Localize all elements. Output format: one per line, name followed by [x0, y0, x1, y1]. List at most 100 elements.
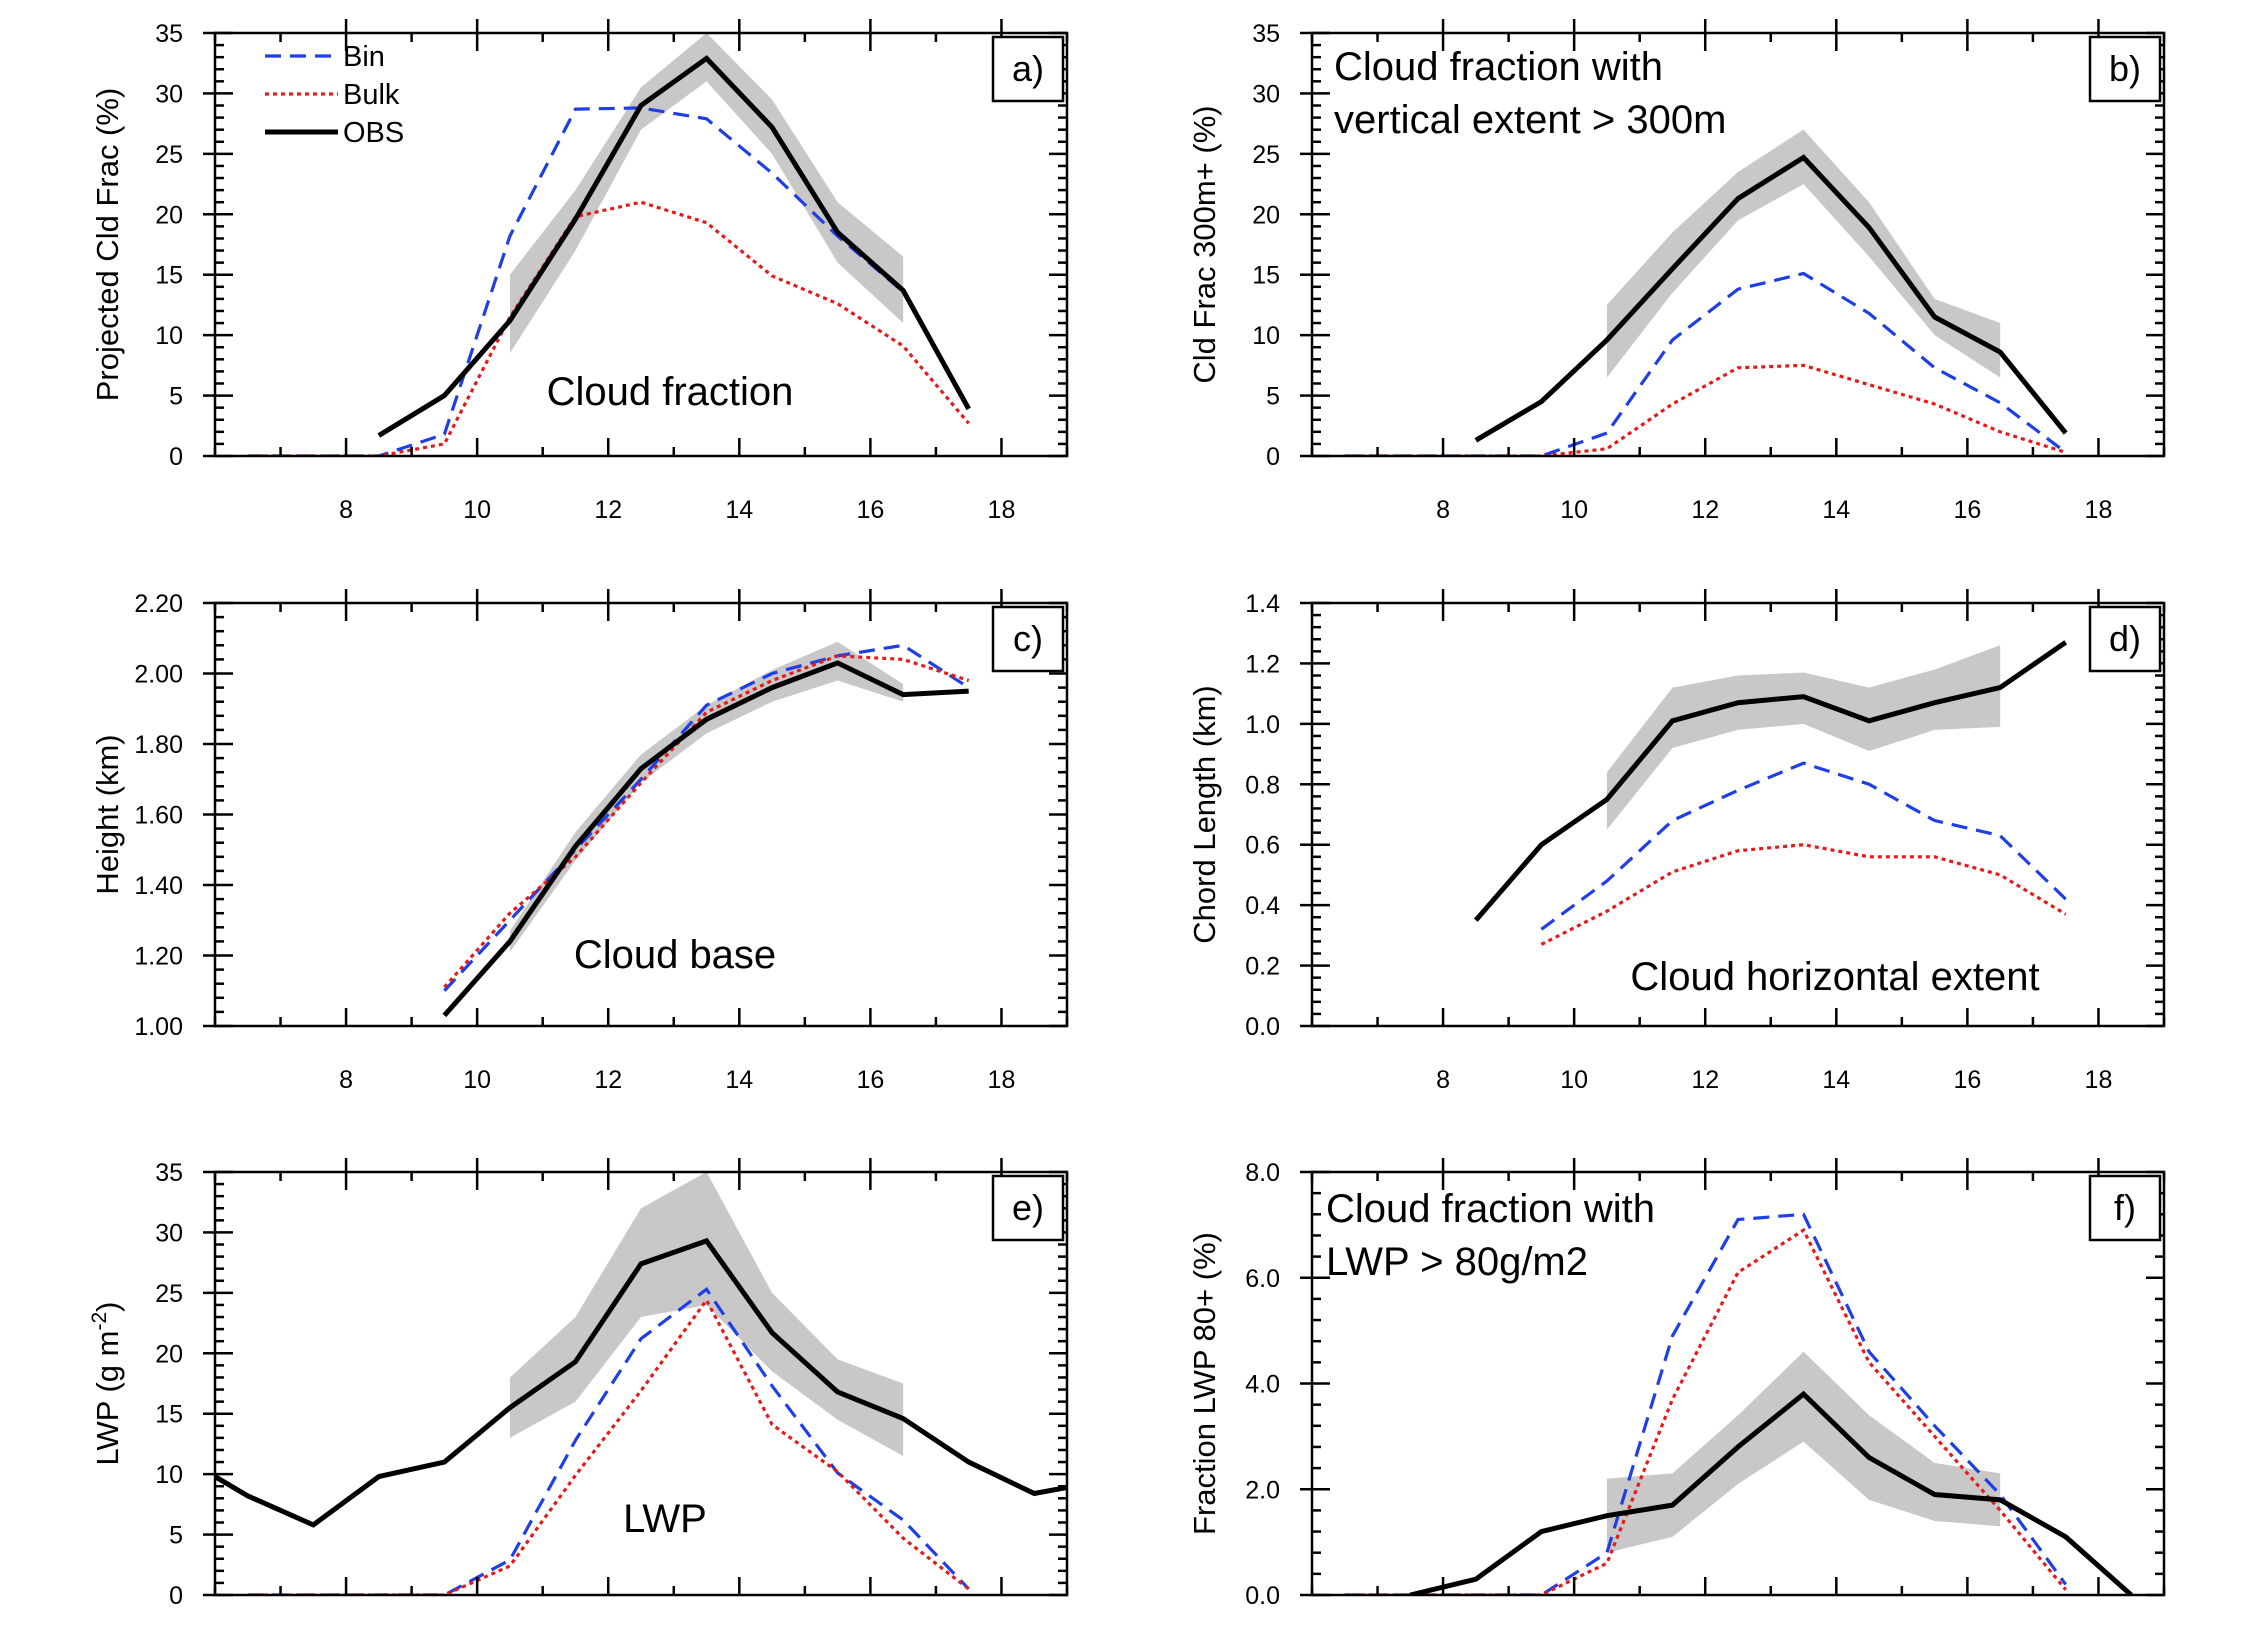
x-tick-label: 18: [988, 1066, 1016, 1094]
x-tick-label: 12: [594, 1066, 622, 1094]
y-tick-label: 8.0: [1245, 1159, 1280, 1187]
y-tick-label: 1.00: [134, 1013, 183, 1041]
y-tick-label: 1.2: [1245, 650, 1280, 678]
x-tick-label: 16: [856, 1635, 884, 1637]
y-tick-label: 0.8: [1245, 771, 1280, 799]
y-tick-label: 0.4: [1245, 892, 1280, 920]
x-tick-label: 10: [1560, 1635, 1588, 1637]
series-line-bulk: [247, 1297, 970, 1595]
x-tick-label: 12: [594, 1635, 622, 1637]
series-line-bulk: [1344, 1227, 2067, 1595]
y-tick-label: 30: [155, 80, 183, 108]
y-tick-label: 25: [155, 141, 183, 169]
series-line-obs: [215, 1237, 1067, 1528]
y-tick-label: 15: [155, 1401, 183, 1429]
y-tick-label: 1.80: [134, 731, 183, 759]
y-tick-label: 1.20: [134, 943, 183, 971]
y-tick-label: 0: [1266, 443, 1280, 471]
obs-range-band: [1606, 129, 2001, 378]
y-tick-label: 25: [1252, 141, 1280, 169]
y-tick-label: 1.60: [134, 802, 183, 830]
panel-b: 8 10 12 14 16 18 0 5 10 15 20 25 30 35 Cld Frac 300m+ …: [1187, 19, 2166, 524]
y-tick-label: 5: [169, 383, 183, 411]
x-tick-label: 10: [1560, 496, 1588, 524]
panel-label: d): [2109, 618, 2141, 659]
y-tick-label: 20: [155, 1340, 183, 1368]
plot-frame: [213, 31, 1069, 458]
series-line-bin: [1344, 271, 2067, 456]
plot-frame: [1310, 1170, 2166, 1597]
y-tick-label: 1.4: [1245, 590, 1280, 618]
x-tick-label: 12: [1691, 496, 1719, 524]
panel-label-box: [991, 605, 1065, 673]
panel-label: b): [2109, 48, 2141, 89]
y-tick-label: 10: [155, 1461, 183, 1489]
series-line-obs: [442, 660, 969, 1018]
series-line-bin: [247, 106, 971, 456]
series-line-bulk: [1540, 843, 2067, 946]
obs-range-band: [1606, 1351, 2001, 1553]
y-tick-label: 20: [155, 201, 183, 229]
x-tick-label: 10: [463, 1066, 491, 1094]
y-axis-label-main: LWP (g m: [90, 1331, 125, 1466]
y-axis-label: Height (km): [90, 734, 125, 894]
y-tick-label: 0: [169, 443, 183, 471]
x-tick-label: 18: [2085, 1635, 2113, 1637]
obs-range-band: [1606, 645, 2001, 830]
panel-label: a): [1012, 48, 1044, 89]
x-tick-label: 16: [856, 496, 884, 524]
y-axis-label: LWP (g m-2): [88, 1302, 125, 1466]
y-tick-label: 35: [1252, 20, 1280, 48]
x-tick-label: 10: [463, 496, 491, 524]
y-tick-label: 0: [169, 1582, 183, 1610]
x-tick-label: 14: [1822, 1066, 1850, 1094]
plot-frame: [1310, 31, 2166, 458]
x-tick-label: 18: [988, 496, 1016, 524]
series-line-obs: [377, 55, 971, 438]
y-tick-label: 10: [1252, 322, 1280, 350]
y-tick-label: 2.00: [134, 661, 183, 689]
panel-annotation: Cloud fraction: [547, 370, 794, 414]
series-line-obs: [1474, 154, 2068, 443]
x-tick-label: 16: [1953, 496, 1981, 524]
panel-label-box: [991, 1174, 1065, 1242]
x-tick-label: 8: [339, 1635, 353, 1637]
x-tick-label: 18: [988, 1635, 1016, 1637]
plot-frame: [213, 1170, 1069, 1597]
legend-label-obs: OBS: [343, 117, 404, 149]
series-line-bin: [443, 643, 970, 992]
legend: Bin Bulk OBS: [265, 41, 404, 149]
x-tick-label: 8: [339, 1066, 353, 1094]
panel-annotation: Cloud base: [574, 933, 776, 977]
y-tick-label: 0.6: [1245, 832, 1280, 860]
y-tick-label: 30: [155, 1219, 183, 1247]
panel-label-box: [2088, 35, 2162, 103]
y-tick-label: 15: [155, 262, 183, 290]
y-tick-label: 5: [169, 1522, 183, 1550]
series-line-bin: [1540, 761, 2067, 931]
panel-label: c): [1013, 618, 1043, 659]
plot-frame: [1310, 601, 2166, 1028]
y-tick-label: 2.0: [1245, 1476, 1280, 1504]
x-tick-label: 8: [1436, 1635, 1450, 1637]
panel-c: 8 10 12 14 16 18 1.00 1.20 1.40 1.60 1.80 2.00 2.20 H…: [90, 589, 1069, 1094]
y-tick-label: 2.20: [134, 590, 183, 618]
x-tick-label: 14: [1822, 496, 1850, 524]
y-tick-label: 0.0: [1245, 1582, 1280, 1610]
series-line-obs: [1473, 640, 2068, 922]
obs-range-band: [509, 1172, 904, 1457]
x-tick-label: 10: [463, 1635, 491, 1637]
panel-d: 8 10 12 14 16 18 0.0 0.2 0.4 0.6 0.8 1.0 1.2 1.4 Chord…: [1187, 589, 2166, 1094]
y-tick-label: 10: [155, 322, 183, 350]
panel-a: 8 10 12 14 16 18 0 5 10 15 20 25 30 35 Projected Cld F…: [90, 19, 1069, 524]
series-line-obs: [1409, 1390, 2133, 1595]
obs-range-band: [509, 641, 904, 952]
x-tick-label: 14: [1822, 1635, 1850, 1637]
panel-label-box: [2088, 605, 2162, 673]
x-tick-label: 12: [594, 496, 622, 524]
y-tick-label: 6.0: [1245, 1265, 1280, 1293]
x-tick-label: 14: [725, 496, 753, 524]
panel-annotation: vertical extent > 300m: [1334, 98, 1726, 142]
x-tick-label: 8: [1436, 496, 1450, 524]
y-axis-label: Cld Frac 300m+ (%): [1187, 105, 1222, 383]
